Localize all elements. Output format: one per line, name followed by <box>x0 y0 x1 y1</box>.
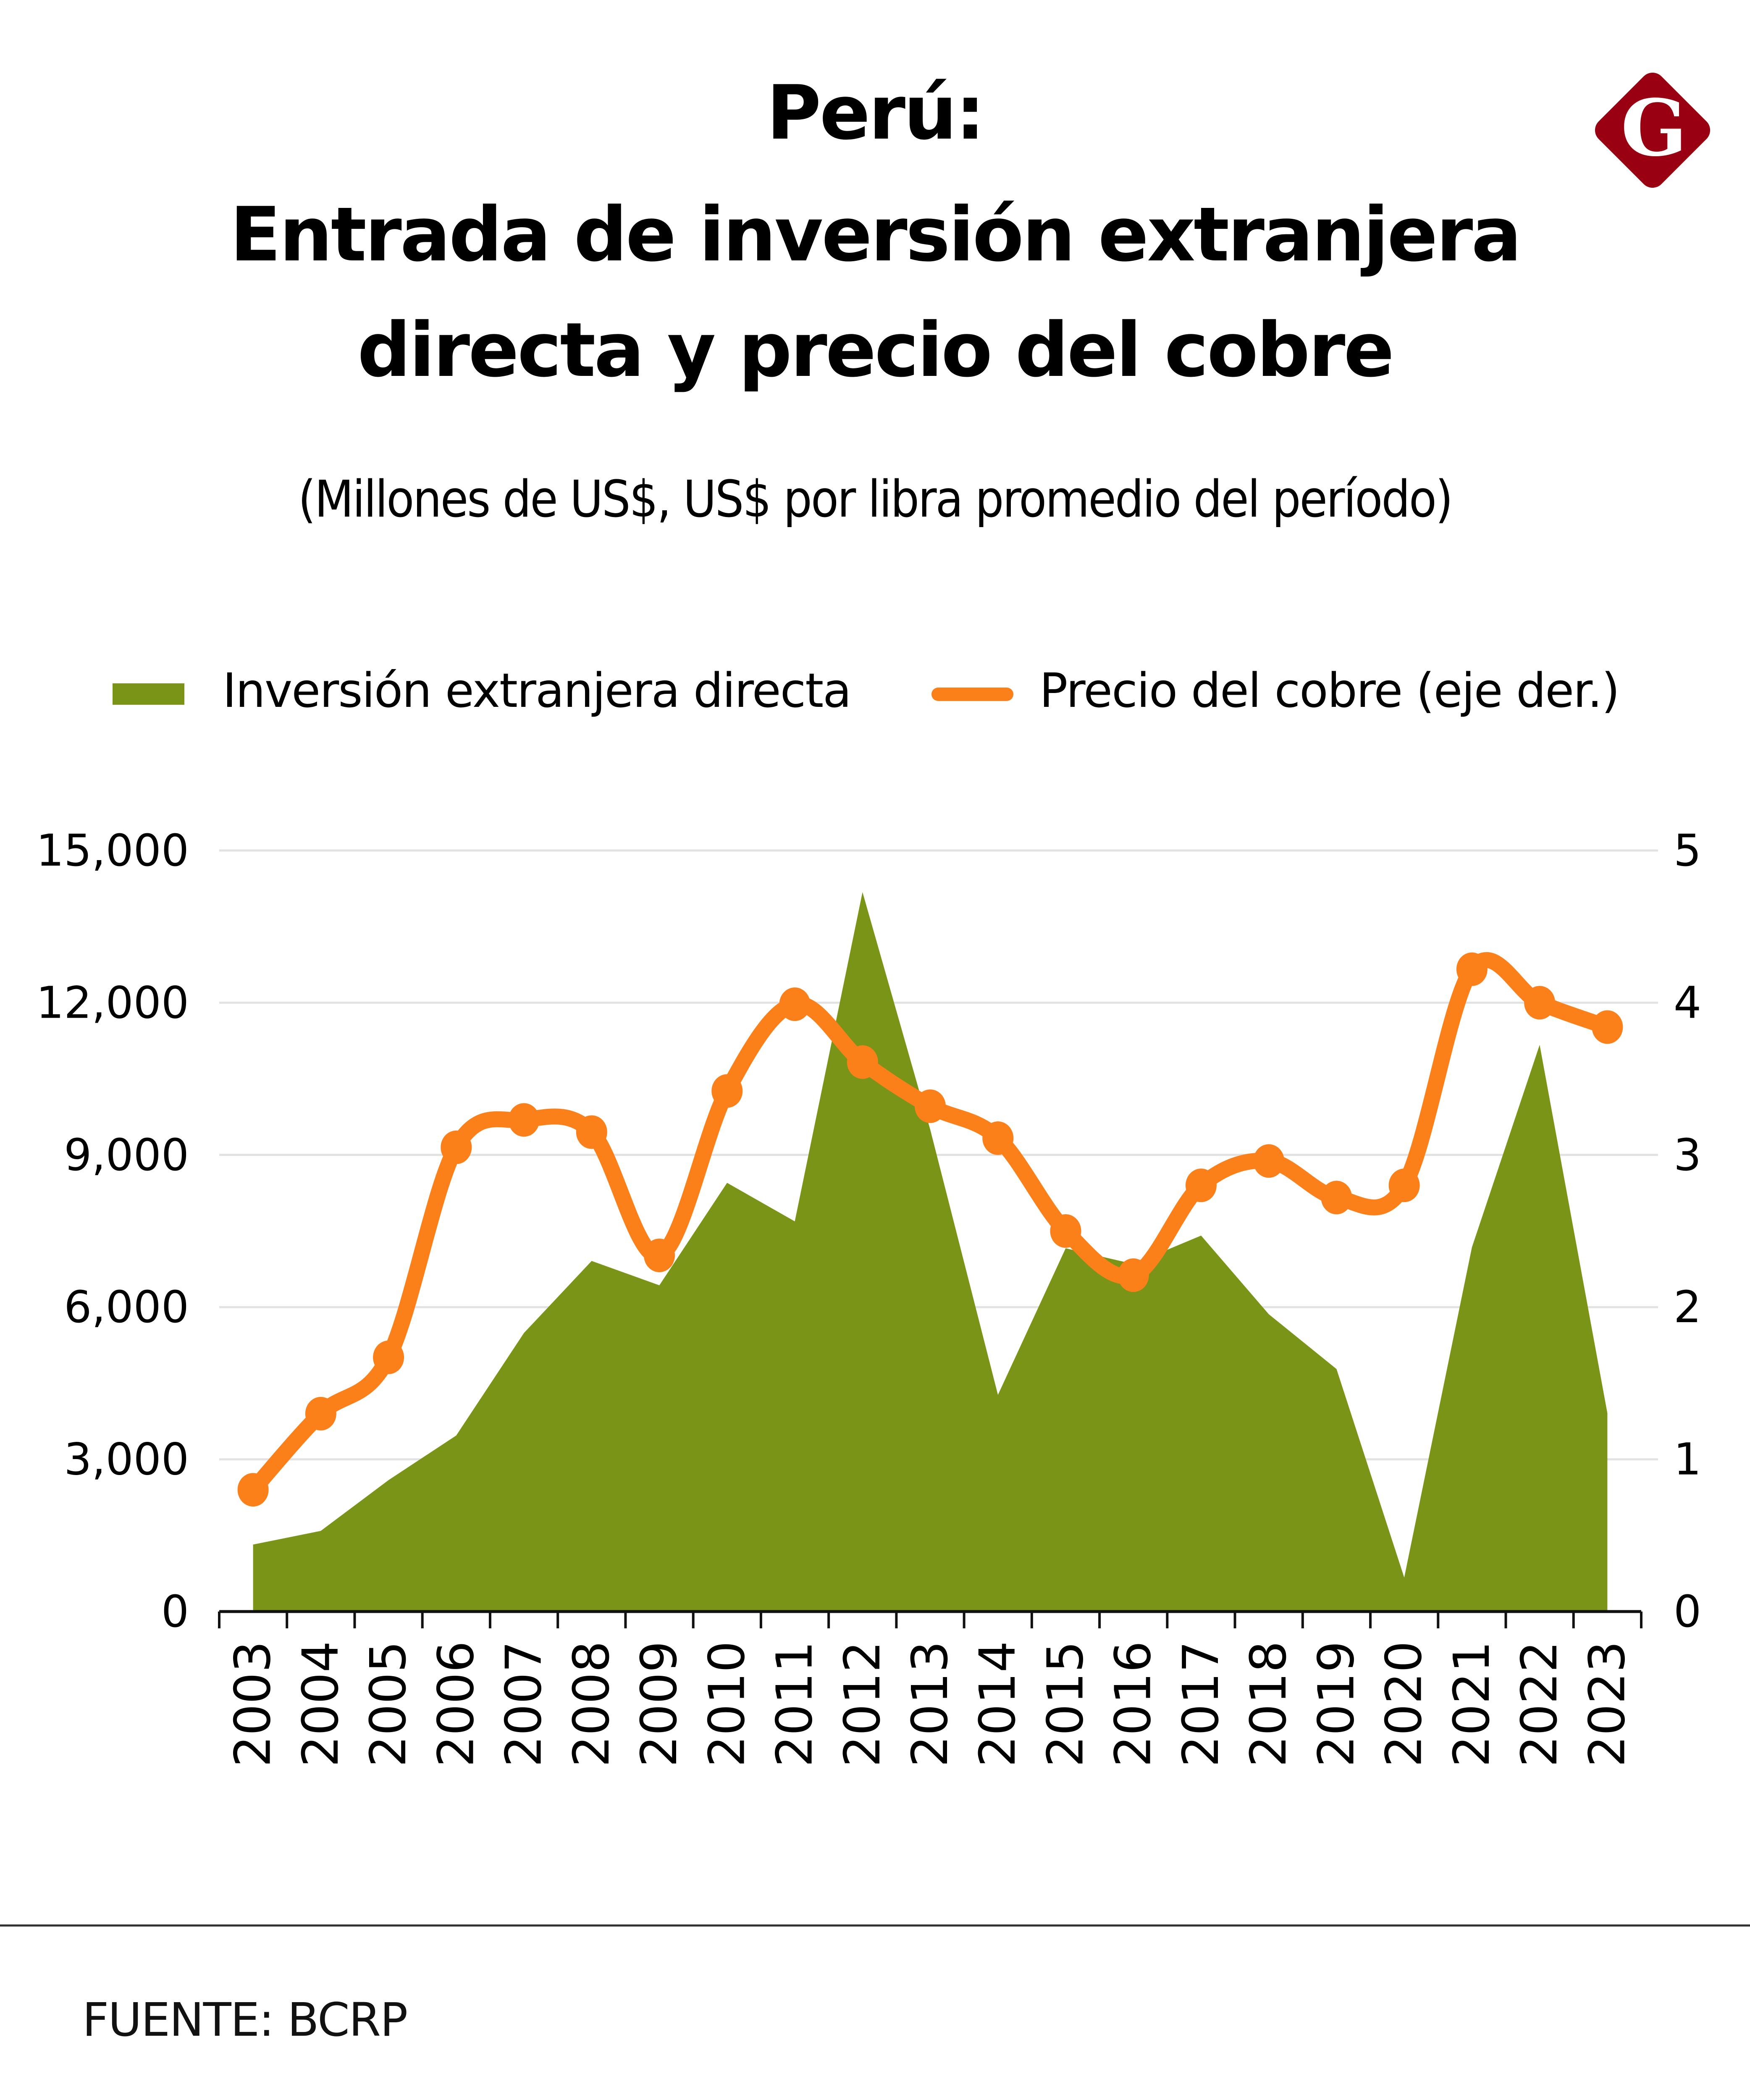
y-tick-left: 3,000 <box>64 1434 189 1485</box>
line-point-2019 <box>1321 1181 1352 1215</box>
source-note: FUENTE: BCRP <box>82 1993 408 2047</box>
line-point-2003 <box>237 1473 269 1507</box>
y-tick-right: 4 <box>1674 977 1701 1028</box>
y-tick-left: 9,000 <box>64 1129 189 1181</box>
y-tick-left: 0 <box>161 1586 189 1637</box>
line-point-2004 <box>305 1396 336 1431</box>
line-point-2010 <box>711 1074 743 1108</box>
x-tick-label: 2012 <box>833 1641 891 1767</box>
line-point-2009 <box>644 1238 675 1272</box>
x-tick-label: 2020 <box>1375 1641 1433 1767</box>
line-point-2022 <box>1524 986 1556 1020</box>
y-tick-right: 2 <box>1674 1281 1701 1333</box>
y-tick-left: 12,000 <box>36 977 189 1028</box>
chart-title-line-2: Entrada de inversión extranjera <box>230 191 1522 278</box>
x-tick-label: 2023 <box>1578 1641 1636 1767</box>
x-tick-label: 2004 <box>291 1641 349 1767</box>
brand-logo-icon: G <box>1595 72 1711 188</box>
legend-swatch-line <box>931 688 1013 701</box>
y-tick-right: 0 <box>1674 1586 1701 1637</box>
x-tick-label: 2008 <box>562 1641 620 1767</box>
line-point-2014 <box>982 1121 1014 1155</box>
x-tick-label: 2021 <box>1443 1641 1501 1767</box>
logo-letter: G <box>1621 82 1687 173</box>
legend-label-copper: Precio del cobre (eje der.) <box>1039 664 1620 718</box>
x-tick-label: 2017 <box>1172 1641 1230 1767</box>
y-tick-right: 1 <box>1674 1434 1701 1485</box>
x-tick-label: 2007 <box>495 1641 553 1767</box>
x-tick-label: 2015 <box>1036 1641 1094 1767</box>
line-point-2006 <box>441 1130 472 1164</box>
line-point-2008 <box>576 1115 607 1149</box>
x-tick-label: 2006 <box>427 1641 485 1767</box>
line-point-2013 <box>915 1089 946 1123</box>
chart-title-line-1: Perú: <box>766 69 985 156</box>
logo-diamond <box>1595 72 1711 188</box>
x-tick-label: 2022 <box>1510 1641 1568 1767</box>
x-tick-label: 2005 <box>359 1641 417 1767</box>
y-tick-right: 5 <box>1674 825 1701 876</box>
x-tick-label: 2013 <box>901 1641 959 1767</box>
x-tick-label: 2009 <box>630 1641 688 1767</box>
x-tick-label: 2011 <box>766 1641 824 1767</box>
legend-swatch-area <box>113 683 184 705</box>
chart-subtitle: (Millones de US$, US$ por libra promedio… <box>298 470 1453 529</box>
line-point-2020 <box>1388 1168 1420 1202</box>
legend-label-ied: Inversión extranjera directa <box>223 664 852 718</box>
area-series-ied <box>253 892 1608 1612</box>
line-point-2018 <box>1253 1144 1285 1178</box>
line-point-2011 <box>779 987 811 1021</box>
chart-title-line-3: directa y precio del cobre <box>357 307 1394 394</box>
line-point-2015 <box>1050 1214 1081 1248</box>
line-point-2017 <box>1185 1168 1217 1202</box>
line-point-2021 <box>1456 952 1488 986</box>
x-tick-label: 2016 <box>1104 1641 1162 1767</box>
line-point-2007 <box>508 1103 540 1137</box>
x-tick-label: 2010 <box>698 1641 756 1767</box>
x-tick-label: 2014 <box>968 1641 1026 1767</box>
y-tick-left: 15,000 <box>36 825 189 876</box>
line-point-2005 <box>373 1340 404 1374</box>
line-point-2012 <box>847 1045 878 1079</box>
footer-divider <box>0 1924 1750 1927</box>
x-tick-label: 2003 <box>224 1641 282 1767</box>
x-tick-label: 2018 <box>1239 1641 1297 1767</box>
y-tick-right: 3 <box>1674 1129 1701 1181</box>
line-point-2016 <box>1118 1258 1149 1292</box>
y-tick-left: 6,000 <box>64 1281 189 1333</box>
x-tick-label: 2019 <box>1307 1641 1365 1767</box>
line-point-2023 <box>1592 1010 1623 1044</box>
